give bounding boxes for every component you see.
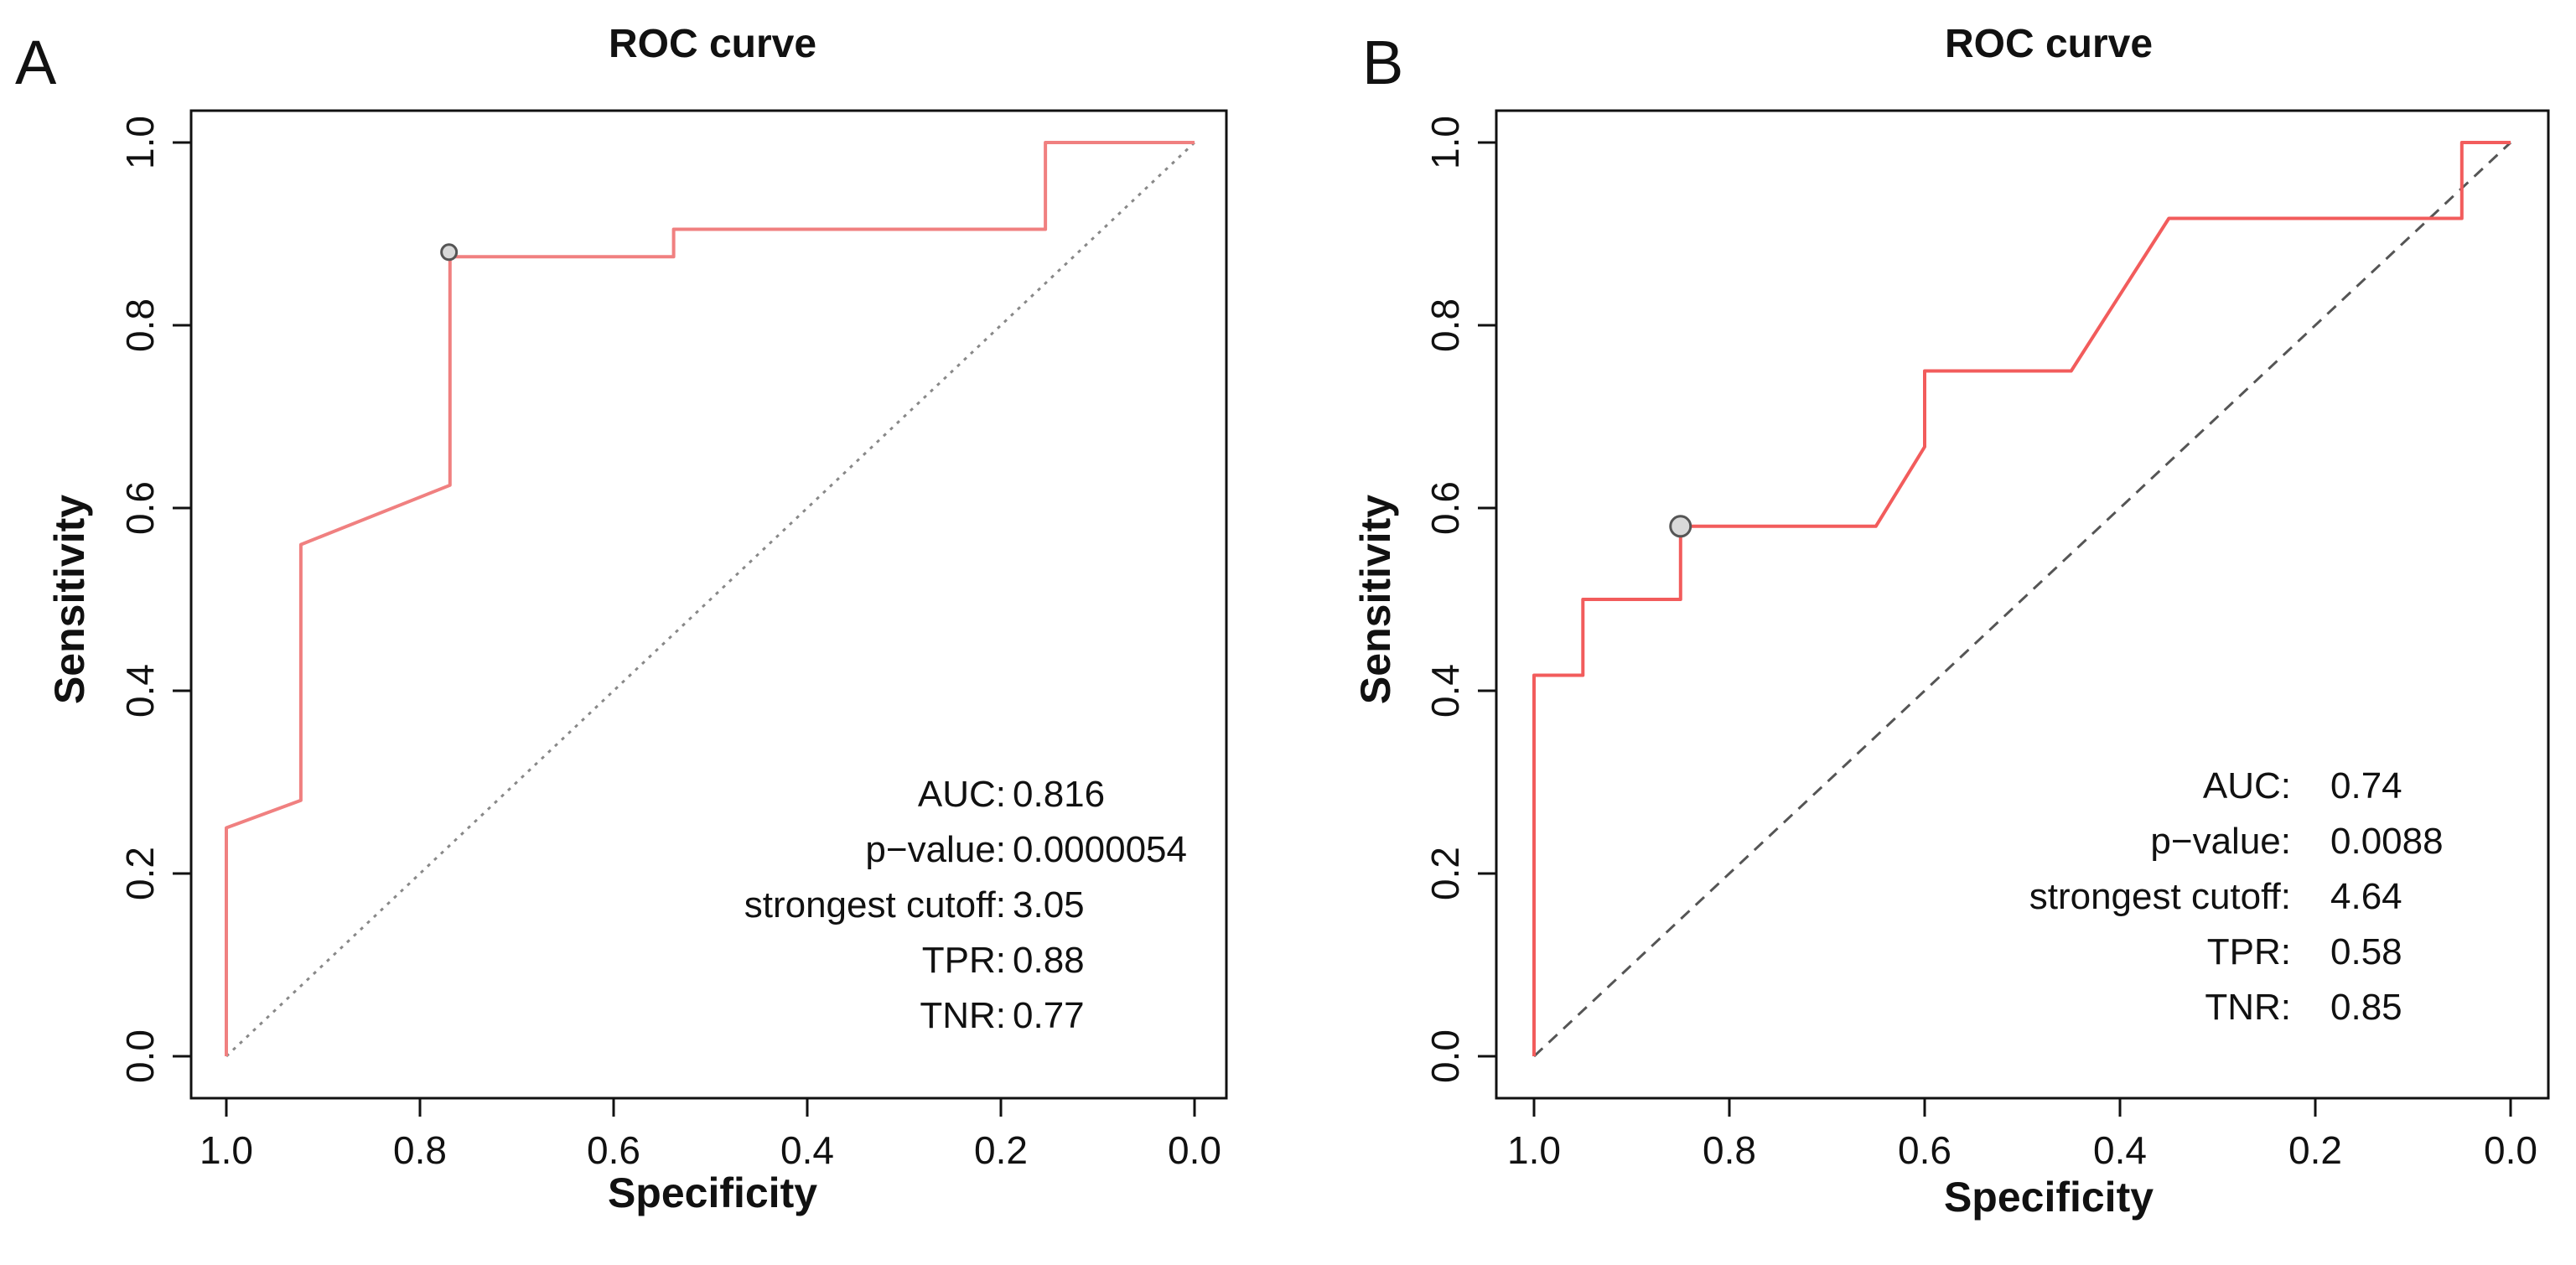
stat-value: 0.85	[2330, 987, 2402, 1028]
stat-value: 0.0000054	[1013, 829, 1187, 870]
stat-label: strongest cutoff:	[744, 884, 1006, 925]
stat-label: p−value:	[2150, 821, 2291, 862]
y-tick-label: 0.6	[1423, 481, 1467, 535]
x-tick-label: 1.0	[200, 1128, 253, 1172]
x-tick-label: 0.0	[1168, 1128, 1221, 1172]
y-tick-label: 1.0	[1423, 116, 1467, 169]
x-axis-label: Specificity	[1944, 1174, 2154, 1221]
stat-label: TNR:	[2205, 987, 2291, 1028]
x-tick-label: 0.2	[974, 1128, 1028, 1172]
stat-label: AUC:	[2203, 765, 2291, 806]
stat-value: 3.05	[1013, 884, 1085, 925]
cutoff-point-marker	[440, 243, 459, 262]
x-tick-label: 0.4	[780, 1128, 834, 1172]
x-tick-label: 0.8	[1703, 1128, 1756, 1172]
x-tick-label: 0.6	[1898, 1128, 1951, 1172]
stat-label: TPR:	[2207, 931, 2291, 972]
y-tick-label: 0.6	[118, 481, 162, 535]
diagonal-reference-line	[225, 141, 1196, 1058]
x-tick-label: 1.0	[1507, 1128, 1561, 1172]
panel-b: B ROC curve Specificity Sensitivity 1.0 0…	[1352, 22, 2550, 1221]
y-axis-label: Sensitivity	[1352, 495, 1399, 704]
y-tick-label: 0.2	[1423, 847, 1467, 900]
stat-value: 0.58	[2330, 931, 2402, 972]
stat-value: 0.74	[2330, 765, 2402, 806]
y-tick-label: 1.0	[118, 116, 162, 169]
stat-value: 0.88	[1013, 940, 1085, 981]
chart-title: ROC curve	[1945, 22, 2153, 66]
stat-value: 4.64	[2330, 876, 2402, 917]
panel-letter: A	[15, 28, 57, 97]
chart-title: ROC curve	[609, 22, 816, 66]
y-tick-label: 0.8	[1423, 298, 1467, 352]
plot-frame	[1495, 109, 2550, 1100]
x-tick-label: 0.0	[2484, 1128, 2537, 1172]
x-tick-label: 0.2	[2288, 1128, 2342, 1172]
y-tick-label: 0.8	[118, 298, 162, 352]
stat-label: p−value:	[865, 829, 1006, 870]
panel-a: A ROC curve Specificity Sensitivity 1.0 0…	[15, 22, 1228, 1216]
stat-value: 0.77	[1013, 995, 1085, 1036]
stat-label: strongest cutoff:	[2029, 876, 2291, 917]
diagonal-reference-line	[1532, 141, 2512, 1058]
y-tick-label: 0.4	[118, 664, 162, 718]
y-tick-label: 0.0	[1423, 1029, 1467, 1083]
y-axis-label: Sensitivity	[46, 495, 93, 704]
roc-curve-line	[1532, 141, 2511, 1056]
y-tick-label: 0.4	[1423, 664, 1467, 718]
x-tick-label: 0.6	[587, 1128, 640, 1172]
stat-label: TPR:	[922, 940, 1006, 981]
stat-value: 0.0088	[2330, 821, 2444, 862]
plot-frame	[189, 109, 1228, 1100]
x-tick-label: 0.8	[393, 1128, 447, 1172]
x-axis-label: Specificity	[608, 1169, 817, 1216]
stat-label: TNR:	[920, 995, 1006, 1036]
y-tick-label: 0.2	[118, 847, 162, 900]
panel-letter: B	[1362, 28, 1403, 97]
x-tick-label: 0.4	[2093, 1128, 2147, 1172]
stat-value: 0.816	[1013, 774, 1105, 815]
y-tick-label: 0.0	[118, 1029, 162, 1083]
cutoff-point-marker	[1669, 515, 1692, 538]
stat-label: AUC:	[918, 774, 1006, 815]
